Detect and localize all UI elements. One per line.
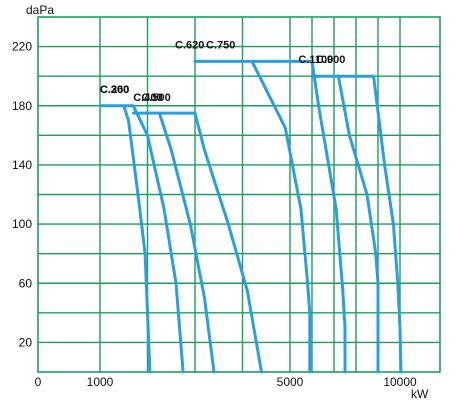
series-line <box>157 111 263 374</box>
series-name-label: C.1100 <box>298 54 333 66</box>
curve-layer <box>98 59 403 374</box>
series-name-label: C.620 <box>175 39 204 51</box>
series-name-label: C.500 <box>141 92 170 104</box>
y-tick-label: 140 <box>12 158 32 172</box>
series-name-label: C.750 <box>206 39 235 51</box>
series-line <box>336 74 403 374</box>
series-name-label: C.260 <box>100 84 129 96</box>
grid-layer <box>37 16 441 373</box>
y-tick-label: 60 <box>19 276 33 290</box>
y-tick-label: 100 <box>12 217 32 231</box>
x-tick-label: 0 <box>35 375 42 389</box>
series-line <box>98 104 152 374</box>
y-tick-label: 220 <box>12 40 32 54</box>
series-name-label: C.300 <box>100 84 129 96</box>
x-tick-label: 1000 <box>87 375 114 389</box>
series-name-label: C.900 <box>316 54 345 66</box>
y-tick-label: 180 <box>12 99 32 113</box>
label-layer: 20 60 100 140 180 220 0 1000 5000 10000 C.260C.300… <box>12 39 417 389</box>
series-line <box>250 59 347 374</box>
y-axis-unit-label: daPa <box>26 3 54 17</box>
x-axis-unit-label: kW <box>411 387 429 401</box>
x-tick-label: 10000 <box>383 375 417 389</box>
plot-frame <box>37 16 441 373</box>
y-tick-label: 20 <box>19 335 33 349</box>
x-tick-label: 5000 <box>277 375 304 389</box>
series-name-label: C.400 <box>133 92 162 104</box>
series-line <box>122 104 185 374</box>
series-line <box>131 111 216 374</box>
